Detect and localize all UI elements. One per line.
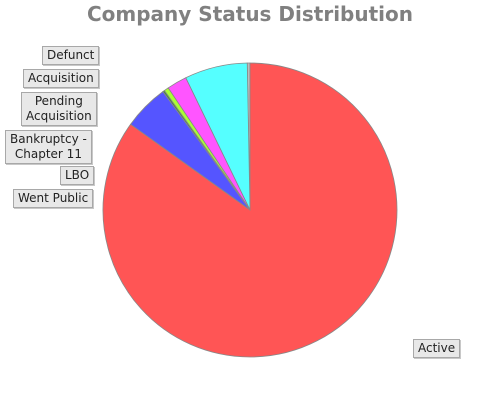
chart-title: Company Status Distribution [86, 2, 414, 26]
slice-label-went-public: Went Public [13, 189, 94, 208]
pie-slice-active [102, 62, 398, 358]
slice-label-active: Active [413, 339, 461, 358]
slice-label-lbo: LBO [60, 166, 95, 185]
slice-label-pending-acquisition: Pending Acquisition [21, 92, 97, 126]
slice-label-defunct: Defunct [42, 46, 100, 65]
slice-label-acquisition: Acquisition [23, 69, 99, 88]
slice-label-bankruptcy-chapter-11: Bankruptcy - Chapter 11 [5, 130, 92, 164]
